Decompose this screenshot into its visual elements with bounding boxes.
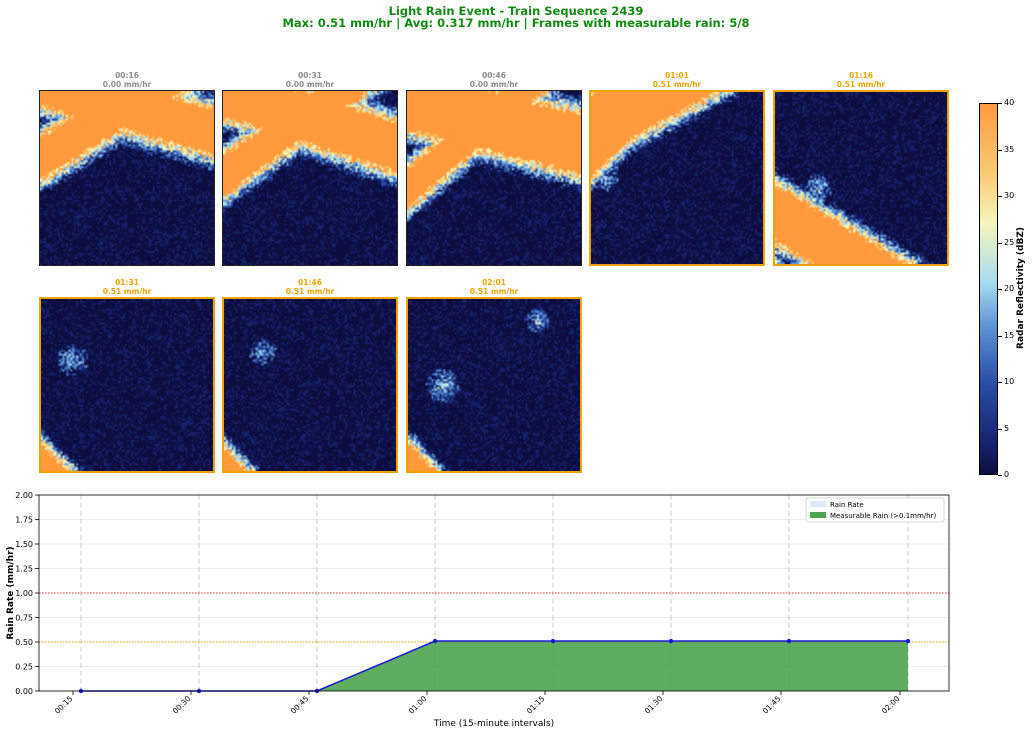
radar-frame-5 bbox=[773, 90, 949, 266]
y-axis-label: Rain Rate (mm/hr) bbox=[6, 546, 16, 639]
colorbar-tick bbox=[998, 196, 1002, 197]
y-tick-label: 0.00 bbox=[15, 687, 33, 696]
data-point bbox=[432, 638, 438, 644]
data-point bbox=[668, 638, 674, 644]
measurable-rain-area bbox=[317, 641, 908, 691]
figure-subtitle: Max: 0.51 mm/hr | Avg: 0.317 mm/hr | Fra… bbox=[282, 16, 750, 30]
frame-label-5: 01:16 0.51 mm/hr bbox=[836, 71, 886, 89]
x-tick-label: 00:30 bbox=[171, 694, 193, 716]
colorbar bbox=[979, 103, 998, 475]
frame-label-2: 00:31 0.00 mm/hr bbox=[285, 71, 335, 89]
colorbar-tick-label: 35 bbox=[1004, 144, 1015, 154]
legend-box bbox=[805, 497, 945, 523]
x-axis-label: Time (15-minute intervals) bbox=[433, 719, 554, 729]
colorbar-tick bbox=[998, 289, 1002, 290]
colorbar-tick-label: 10 bbox=[1004, 377, 1015, 386]
y-tick-label: 2.00 bbox=[15, 491, 33, 500]
frame-label-8: 02:01 0.51 mm/hr bbox=[469, 278, 519, 296]
colorbar-tick bbox=[998, 242, 1002, 244]
data-point bbox=[550, 638, 556, 644]
y-tick-label: 1.25 bbox=[15, 565, 33, 574]
frame-label-7: 01:46 0.51 mm/hr bbox=[285, 278, 335, 296]
colorbar-tick bbox=[998, 335, 1002, 337]
x-tick-label: 02:00 bbox=[880, 694, 902, 716]
radar-frame-6 bbox=[39, 297, 215, 473]
frame-label-3: 00:46 0.00 mm/hr bbox=[469, 71, 519, 89]
radar-frame-3 bbox=[406, 90, 582, 266]
colorbar-tick bbox=[998, 382, 1002, 383]
y-tick-label: 0.75 bbox=[15, 614, 33, 623]
colorbar-tick-label: 5 bbox=[1004, 423, 1010, 433]
legend-entry-measurable: Measurable Rain (>0.1mm/hr) bbox=[830, 512, 936, 520]
plot-frame bbox=[38, 494, 950, 692]
y-tick-label: 0.25 bbox=[15, 663, 33, 672]
y-tick-label: 1.00 bbox=[15, 589, 33, 598]
radar-frame-8 bbox=[406, 297, 582, 473]
frame-label-4: 01:01 0.51 mm/hr bbox=[652, 71, 702, 89]
y-tick-label: 1.50 bbox=[15, 540, 33, 549]
x-tick-label: 01:30 bbox=[643, 694, 665, 716]
radar-frame-7 bbox=[222, 297, 398, 473]
colorbar-tick bbox=[998, 103, 1002, 104]
radar-frame-1 bbox=[39, 90, 215, 266]
colorbar-tick-label: 40 bbox=[1004, 98, 1015, 107]
colorbar-tick bbox=[998, 428, 1002, 430]
x-tick-label: 01:00 bbox=[407, 694, 429, 716]
x-tick-label: 01:45 bbox=[761, 694, 783, 716]
colorbar-tick-label: 15 bbox=[1004, 330, 1015, 340]
data-point bbox=[905, 638, 911, 644]
frame-label-6: 01:31 0.51 mm/hr bbox=[102, 278, 152, 296]
colorbar-tick-label: 20 bbox=[1004, 284, 1015, 293]
legend-entry-rate: Rain Rate bbox=[830, 501, 864, 509]
figure-title: Light Rain Event - Train Sequence 2439 bbox=[388, 4, 644, 18]
legend-swatch-measurable bbox=[810, 512, 826, 518]
x-tick-label: 00:45 bbox=[289, 694, 311, 716]
frame-label-1: 00:16 0.00 mm/hr bbox=[102, 71, 152, 89]
colorbar-tick-label: 30 bbox=[1004, 191, 1015, 200]
y-tick-label: 1.75 bbox=[15, 516, 33, 525]
colorbar-tick-label: 25 bbox=[1004, 237, 1015, 247]
legend-swatch-rate bbox=[810, 501, 826, 507]
radar-frame-4 bbox=[589, 90, 765, 266]
radar-frame-2 bbox=[222, 90, 398, 266]
colorbar-tick bbox=[998, 475, 1002, 476]
colorbar-tick bbox=[998, 149, 1002, 151]
y-tick-label: 0.50 bbox=[15, 638, 33, 647]
rain-rate-chart: 0.00 0.25 0.50 0.75 1.00 1.25 1.50 1.75 2.00 00:1… bbox=[6, 491, 950, 729]
x-tick-label: 00:15 bbox=[53, 694, 75, 716]
colorbar-label: Radar Reflectivity (dBZ) bbox=[1016, 227, 1026, 349]
x-tick-label: 01:15 bbox=[525, 694, 547, 716]
data-point bbox=[786, 638, 792, 644]
colorbar-tick-label: 0 bbox=[1004, 470, 1010, 479]
